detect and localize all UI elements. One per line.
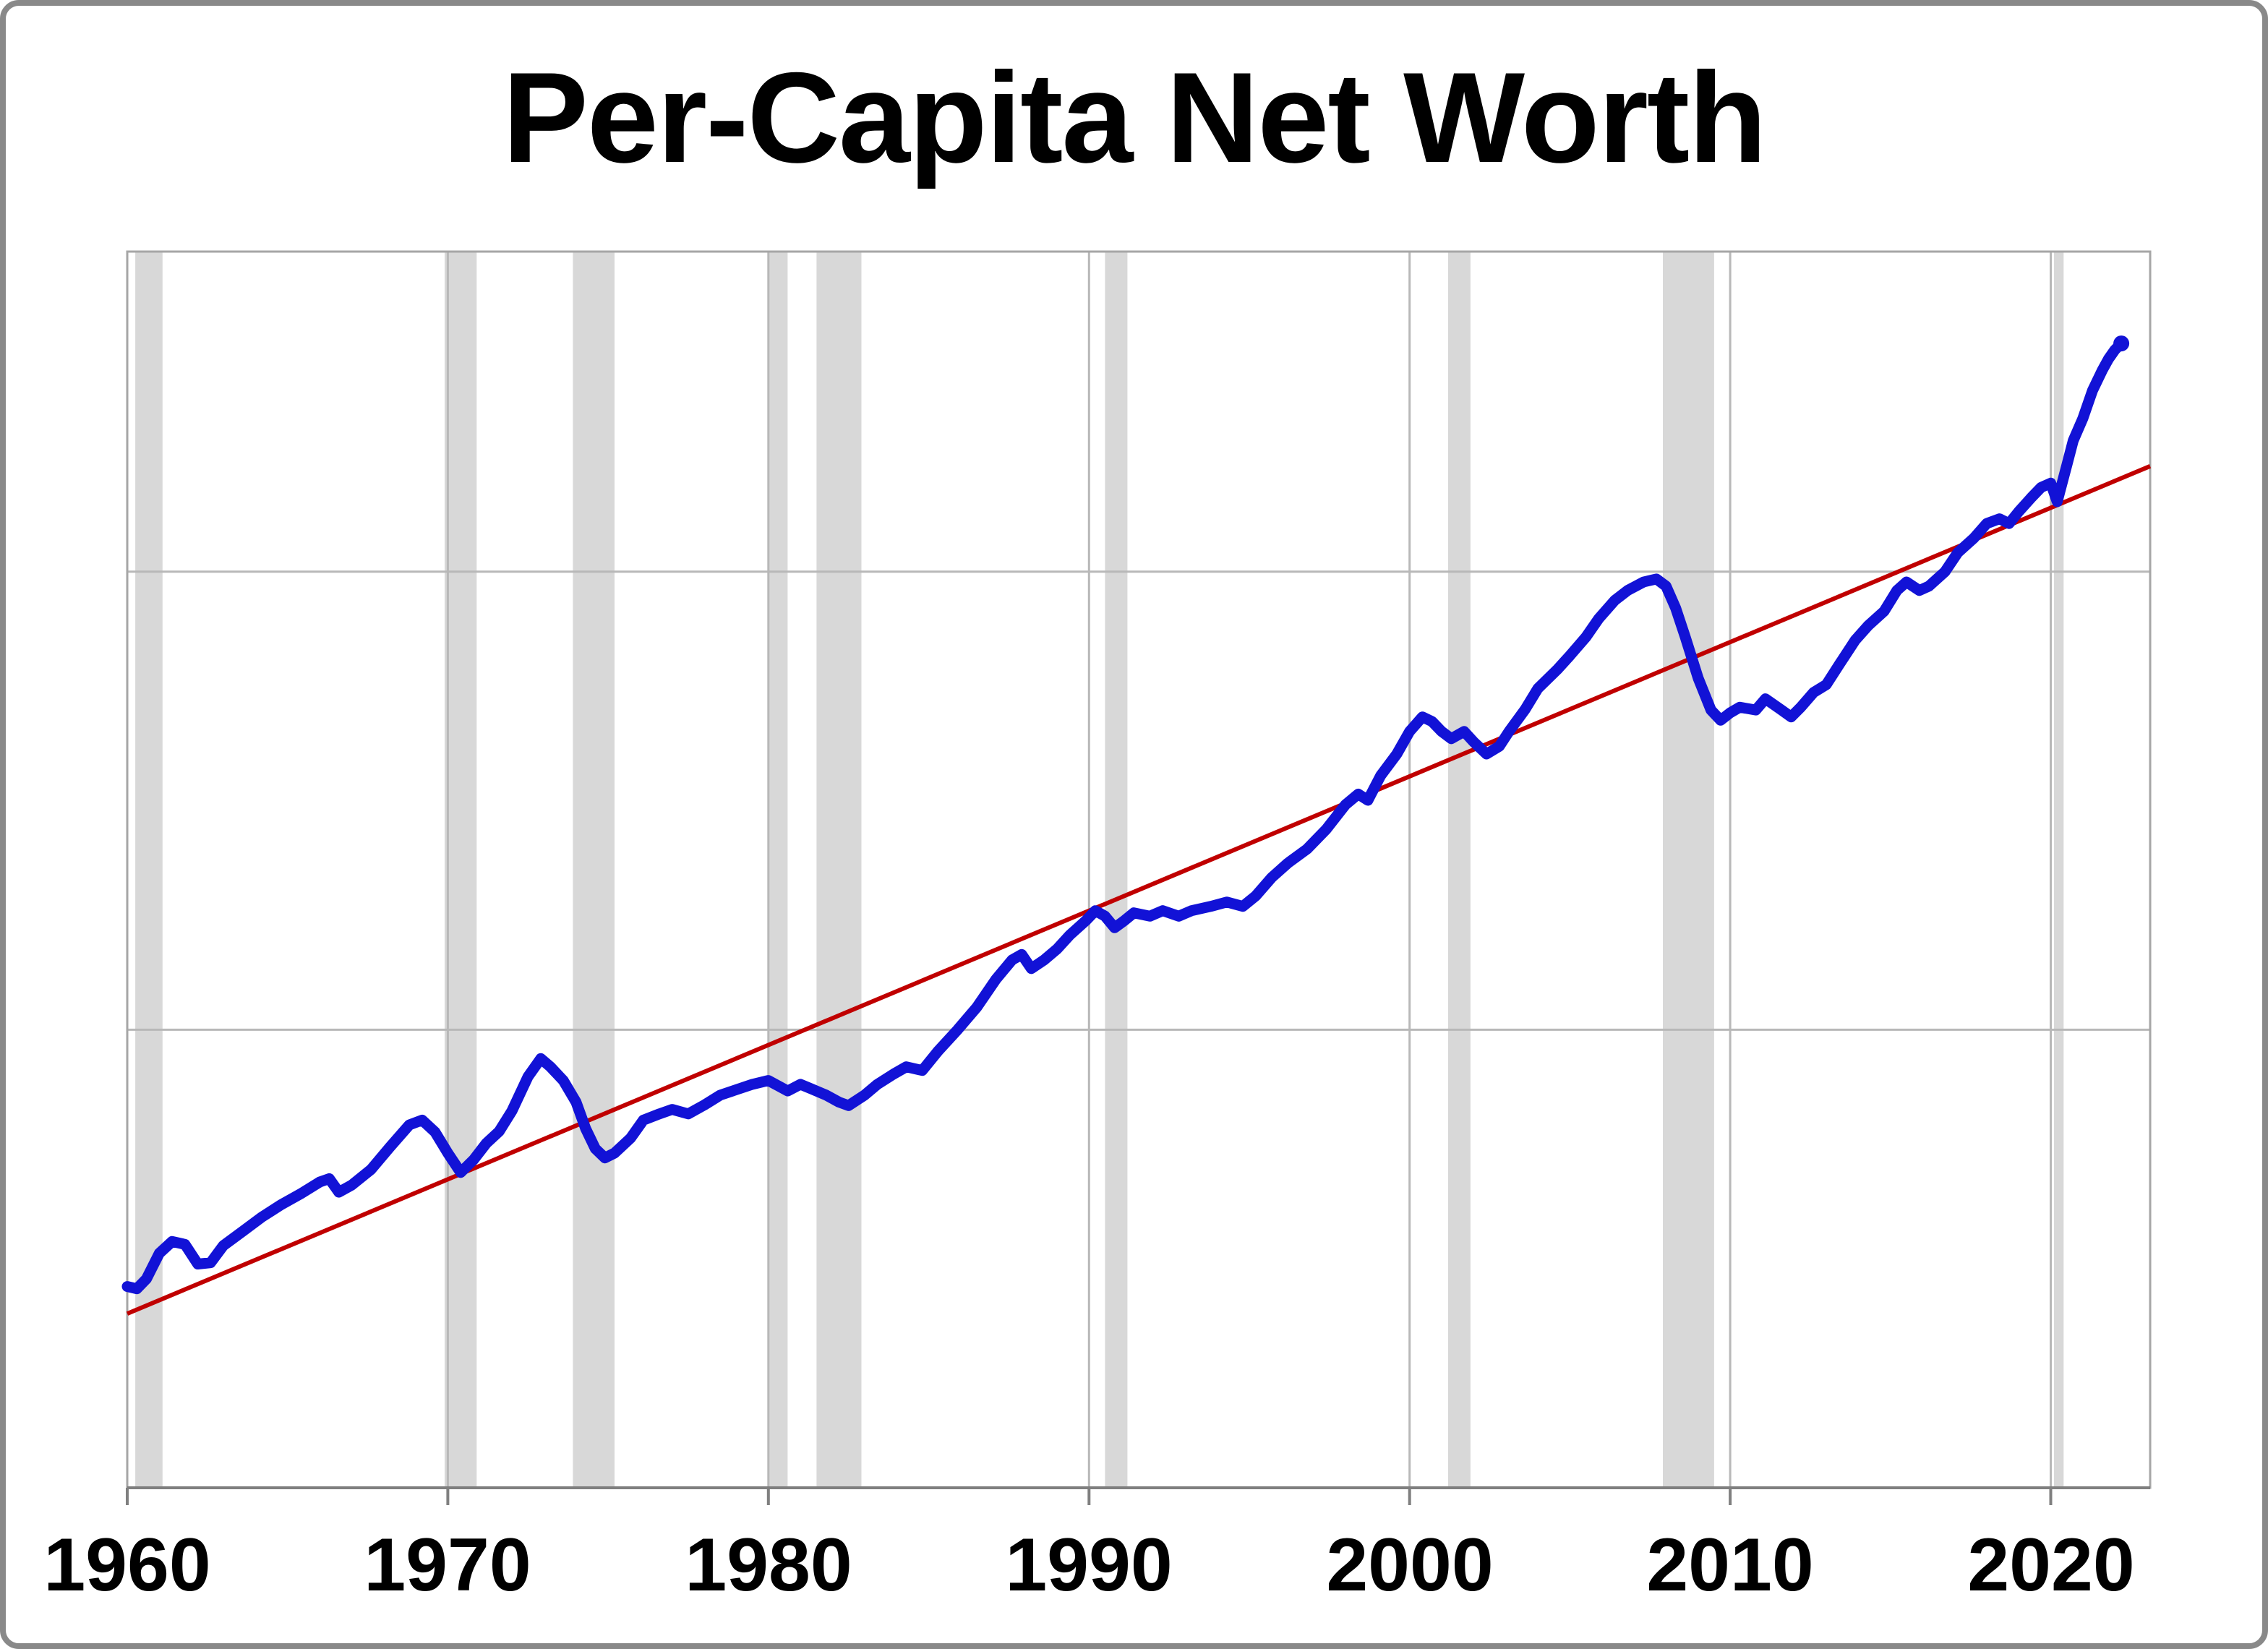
recession-band — [816, 252, 862, 1488]
x-tick-label-1990: 1990 — [1005, 1523, 1173, 1607]
trend-line — [126, 464, 2152, 1316]
recession-band — [1663, 252, 1714, 1488]
networth-line — [121, 338, 2127, 1295]
x-tick-label-2010: 2010 — [1646, 1523, 1814, 1607]
recession-band — [1447, 252, 1471, 1488]
plot-border — [126, 250, 2152, 1489]
recession-band — [768, 252, 788, 1488]
plot-svg — [121, 250, 2152, 1505]
recession-band — [2054, 252, 2064, 1488]
x-tick-label-2000: 2000 — [1326, 1523, 1494, 1607]
x-tick-label-2020: 2020 — [1967, 1523, 2135, 1607]
plot-area — [121, 250, 2152, 1505]
x-tick-label-1980: 1980 — [685, 1523, 852, 1607]
chart-title: Per-Capita Net Worth — [502, 46, 1767, 189]
recession-band — [1105, 252, 1128, 1488]
line-end-marker — [2113, 335, 2130, 352]
recession-band — [573, 252, 615, 1488]
recession-band — [445, 252, 477, 1488]
x-tick-label-1970: 1970 — [364, 1523, 531, 1607]
x-tick-label-1960: 1960 — [43, 1523, 211, 1607]
